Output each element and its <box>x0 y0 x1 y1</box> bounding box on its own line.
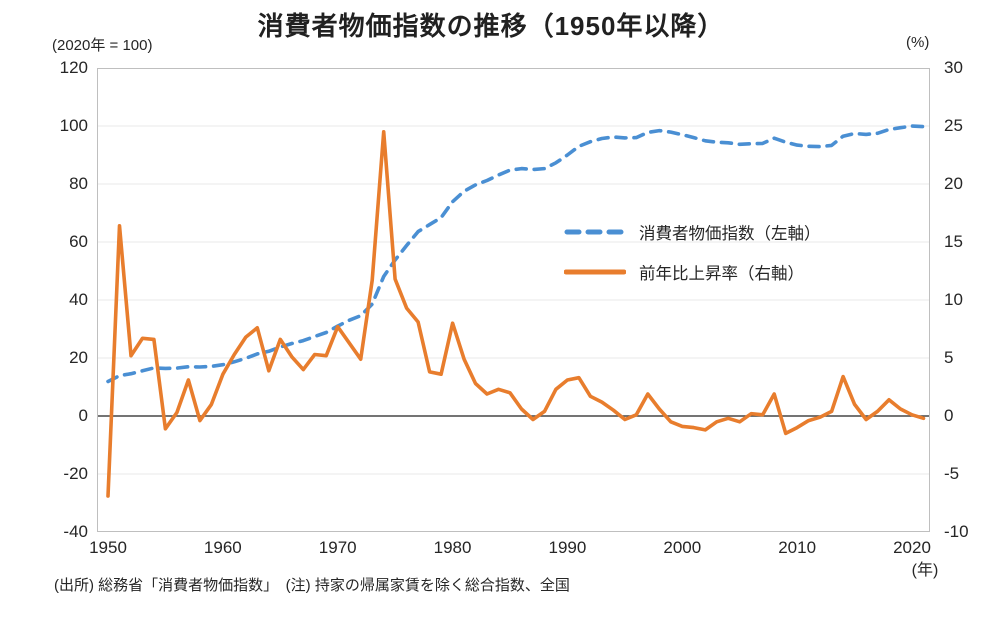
left-axis-tick-60: 60 <box>69 232 88 251</box>
right-axis-tick-0: 0 <box>944 406 954 425</box>
x-axis-tick-1970: 1970 <box>318 538 357 557</box>
legend-item-cpi: 消費者物価指数（左軸） <box>564 212 821 252</box>
left-axis-tick-0: 0 <box>78 406 88 425</box>
legend-item-inflation: 前年比上昇率（右軸） <box>564 252 821 292</box>
cpi-dashed-line-sample <box>564 229 626 235</box>
x-axis-tick-1980: 1980 <box>433 538 472 557</box>
left-axis-tick--20: -20 <box>63 464 88 483</box>
legend: 消費者物価指数（左軸） 前年比上昇率（右軸） <box>564 212 821 292</box>
x-axis-unit-label: (年) <box>911 562 939 579</box>
right-axis-tick-5: 5 <box>944 348 954 367</box>
left-axis-tick--40: -40 <box>63 522 88 541</box>
inflation-rate-line <box>106 129 926 498</box>
right-axis-tick-30: 30 <box>944 58 963 77</box>
left-axis-tick-40: 40 <box>69 290 88 309</box>
left-axis-tick-120: 120 <box>59 58 88 77</box>
right-axis-tick--5: -5 <box>944 464 960 483</box>
cpi-index-line <box>106 124 926 384</box>
right-axis-tick-15: 15 <box>944 232 963 251</box>
left-axis-unit-label: (2020年 = 100) <box>52 37 153 54</box>
x-axis-tick-1960: 1960 <box>203 538 242 557</box>
right-axis-unit-label: (%) <box>906 34 930 51</box>
left-axis-tick-100: 100 <box>59 116 88 135</box>
source-note: (出所) 総務省「消費者物価指数」 (注) 持家の帰属家賃を除く総合指数、全国 <box>54 577 570 594</box>
plot-area <box>97 68 930 532</box>
right-axis-tick-10: 10 <box>944 290 963 309</box>
right-axis-tick-20: 20 <box>944 174 963 193</box>
legend-label-cpi: 消費者物価指数（左軸） <box>639 225 821 243</box>
legend-label-inflation: 前年比上昇率（右軸） <box>639 265 804 283</box>
x-axis-tick-2000: 2000 <box>663 538 702 557</box>
right-axis-tick-25: 25 <box>944 116 963 135</box>
inflation-solid-line-sample <box>564 269 626 275</box>
chart-title: 消費者物価指数の推移（1950年以降） <box>257 11 725 41</box>
x-axis-tick-2010: 2010 <box>778 538 817 557</box>
plot-border <box>97 68 930 532</box>
x-axis-tick-1950: 1950 <box>89 538 127 557</box>
right-axis-tick--10: -10 <box>944 522 969 541</box>
x-axis-tick-1990: 1990 <box>548 538 587 557</box>
x-axis-tick-2020: 2020 <box>893 538 931 557</box>
left-axis-tick-20: 20 <box>69 348 88 367</box>
left-axis-tick-80: 80 <box>69 174 88 193</box>
